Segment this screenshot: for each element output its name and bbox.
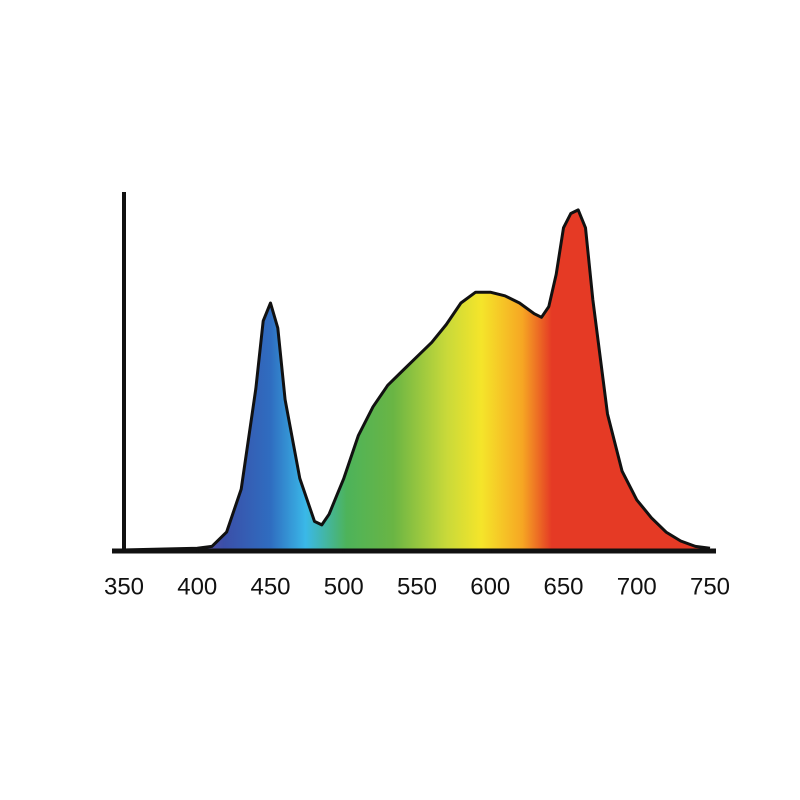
x-tick-label: 650 <box>543 573 583 600</box>
spectrum-area <box>124 209 710 550</box>
x-tick-label: 450 <box>250 573 290 600</box>
x-tick-label: 500 <box>324 573 364 600</box>
x-tick-label: 750 <box>690 573 730 600</box>
x-tick-label: 550 <box>397 573 437 600</box>
plot-area <box>123 208 711 552</box>
x-tick-label: 700 <box>617 573 657 600</box>
x-tick-label: 600 <box>470 573 510 600</box>
x-tick-label: 400 <box>177 573 217 600</box>
spectrum-outline <box>123 208 711 552</box>
x-tick-label: 350 <box>104 573 144 600</box>
